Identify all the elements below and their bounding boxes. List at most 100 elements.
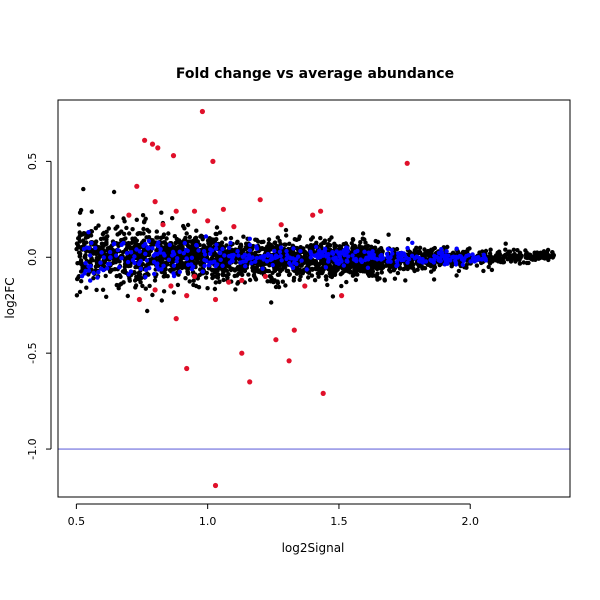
data-point [77,230,82,235]
highlight-point [309,251,314,257]
data-point [406,237,411,242]
highlight-point [341,263,346,268]
chart-title: Fold change vs average abundance [176,66,454,82]
data-point [454,273,459,278]
data-point [349,241,354,246]
highlight-point [417,257,423,263]
highlight-point [324,252,329,257]
data-point [164,236,169,241]
significant-point [239,350,245,356]
data-point [152,278,158,283]
data-point [456,268,462,274]
data-point [323,274,329,279]
data-point [161,274,166,279]
data-point [333,243,339,249]
data-point [310,235,315,240]
data-point [100,287,106,292]
significant-point [220,206,226,212]
data-point [226,272,231,277]
data-point [117,282,122,288]
data-point [103,235,109,240]
highlight-point [144,258,150,263]
highlight-point [203,234,209,239]
data-point [233,267,238,272]
data-point [220,267,225,272]
data-point [214,231,219,237]
x-axis-label: log2Signal [282,541,345,555]
highlight-point [260,266,265,271]
significant-point [160,222,166,228]
data-point [217,279,222,284]
data-point [403,278,408,283]
highlight-point [177,269,182,275]
significant-point [205,218,211,224]
highlight-point [242,252,248,257]
highlight-point [143,267,149,272]
highlight-point [264,259,270,264]
highlight-point [476,255,481,260]
highlight-point [161,263,166,268]
data-point [417,250,423,256]
highlight-point [454,246,459,251]
highlight-point [156,243,161,249]
data-point [161,289,167,294]
data-point [350,237,356,242]
data-point [133,239,138,244]
highlight-point [91,270,96,276]
data-point [140,213,146,218]
data-point [191,239,196,244]
highlight-point [388,255,393,260]
data-point [158,260,164,265]
data-point [513,257,518,263]
highlight-point [444,257,449,263]
data-point [118,274,123,279]
highlight-point [453,260,459,265]
data-point [201,243,206,248]
data-point [154,229,159,234]
highlight-point [207,251,213,256]
data-point [75,276,80,282]
y-tick-label: 0.5 [26,153,39,171]
significant-point [286,358,292,364]
highlight-point [101,267,106,273]
highlight-point [143,251,148,256]
data-point [205,286,210,291]
data-point [280,279,285,284]
data-point [96,263,101,268]
data-point [382,277,387,282]
highlight-point [457,253,462,259]
highlight-point [194,242,199,248]
data-point [134,217,139,222]
highlight-point [98,260,103,265]
highlight-point [480,256,485,262]
highlight-point [220,246,225,252]
data-point [335,266,340,272]
highlight-point [143,241,148,247]
data-point [513,253,518,259]
data-point [325,282,330,288]
data-point [320,261,326,266]
highlight-point [288,256,293,261]
data-point [76,236,82,241]
data-point [481,268,486,274]
highlight-point [156,267,161,272]
data-point [488,247,493,252]
highlight-point [208,260,213,265]
data-point [297,277,302,282]
data-point [327,237,332,243]
data-point [100,231,106,237]
data-point [392,276,398,281]
data-point [220,271,225,277]
highlight-point [86,264,91,269]
data-point [76,222,82,227]
highlight-point [278,253,283,259]
significant-point [212,482,219,489]
highlight-point [202,263,207,268]
data-point [191,278,196,283]
data-point [240,272,245,277]
highlight-point [138,266,143,271]
data-point [104,229,109,234]
data-point [302,249,308,254]
data-point [269,276,274,281]
data-point [215,274,220,280]
